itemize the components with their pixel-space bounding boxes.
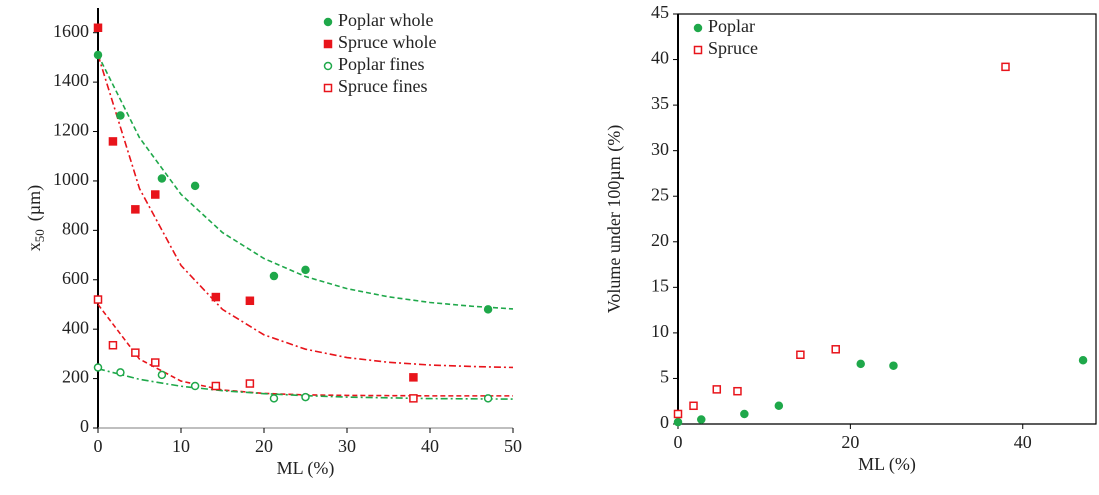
y-tick-label: 400 [62, 317, 89, 337]
y-tick-label: 1200 [53, 120, 89, 140]
y-label-main: x [24, 242, 44, 251]
legend-marker [323, 83, 333, 93]
y-tick-label: 600 [62, 268, 89, 288]
marker [190, 381, 200, 391]
marker [116, 111, 125, 120]
y-tick-label: 20 [651, 230, 669, 250]
legend-marker [323, 17, 333, 27]
marker [151, 358, 160, 367]
marker [245, 379, 255, 388]
y-tick-label: 35 [651, 93, 669, 113]
trendline [97, 367, 514, 400]
legend-marker [693, 45, 703, 55]
x-tick-label: 20 [841, 432, 859, 452]
trendline [97, 54, 514, 310]
x-tick-label: 50 [504, 436, 522, 456]
y-tick-label: 40 [651, 48, 669, 68]
marker [697, 415, 706, 424]
y-tick-label: 15 [651, 275, 669, 295]
marker [157, 370, 167, 380]
x-tick-label: 40 [421, 436, 439, 456]
marker [409, 373, 418, 382]
x-tick-label: 0 [674, 432, 683, 452]
marker [269, 271, 279, 281]
y-label-sub: 50 [32, 229, 47, 242]
marker [774, 401, 784, 411]
legend-label: Spruce [708, 38, 758, 58]
y-tick-label: 30 [651, 139, 669, 159]
legend-marker [323, 61, 333, 71]
legend-label: Spruce fines [338, 76, 427, 96]
legend-label: Poplar [708, 16, 755, 36]
marker [245, 296, 255, 306]
y-tick-label: 25 [651, 184, 669, 204]
marker [889, 361, 898, 370]
marker [689, 401, 698, 411]
y-tick-label: 0 [80, 416, 89, 436]
y-tick-label: 45 [651, 2, 669, 22]
y-axis-label: x50 (µm) [24, 185, 47, 251]
marker [108, 137, 118, 146]
y-axis-label: Volume under 100µm (%) [604, 125, 625, 314]
y-tick-label: 5 [660, 367, 669, 387]
x-axis-label: ML (%) [277, 458, 335, 479]
marker [796, 350, 805, 360]
marker [1078, 355, 1088, 365]
marker [483, 394, 493, 403]
x-tick-label: 30 [338, 436, 356, 456]
marker [151, 190, 160, 199]
x-tick-label: 0 [94, 436, 103, 456]
marker [301, 392, 310, 402]
legend-label: Poplar whole [338, 10, 433, 30]
marker [157, 174, 167, 183]
x-tick-label: 40 [1014, 432, 1032, 452]
marker [211, 292, 221, 302]
legend-marker [323, 39, 333, 49]
y-tick-label: 10 [651, 321, 669, 341]
y-tick-label: 1000 [53, 169, 89, 189]
marker [93, 363, 103, 372]
marker [856, 359, 865, 369]
marker [673, 417, 683, 427]
y-tick-label: 1600 [53, 21, 89, 41]
legend-label: Poplar fines [338, 54, 424, 74]
legend-label: Spruce whole [338, 32, 436, 52]
marker [409, 394, 418, 403]
marker [93, 50, 103, 60]
y-label-main: Volume under 100µm (%) [604, 125, 625, 314]
y-label-unit: (µm) [24, 185, 45, 221]
y-tick-label: 0 [660, 412, 669, 432]
marker [831, 345, 840, 354]
trendline [97, 54, 514, 369]
marker [211, 381, 221, 391]
marker [1001, 62, 1010, 72]
marker [740, 409, 749, 419]
marker [93, 23, 103, 33]
marker [108, 340, 118, 350]
marker [733, 386, 742, 396]
marker [712, 385, 722, 394]
marker [483, 305, 493, 314]
x-tick-label: 10 [172, 436, 190, 456]
plot-frame [677, 13, 1097, 425]
x-axis-label: ML (%) [858, 454, 916, 475]
y-tick-label: 200 [62, 367, 89, 387]
marker [301, 265, 310, 275]
marker [131, 205, 140, 214]
marker [131, 348, 140, 357]
marker [116, 368, 125, 377]
y-tick-label: 1400 [53, 70, 89, 90]
marker [673, 409, 683, 419]
marker [190, 181, 200, 191]
marker [269, 394, 279, 403]
legend-marker [693, 23, 703, 33]
y-tick-label: 800 [62, 218, 89, 238]
marker [93, 295, 103, 304]
x-tick-label: 20 [255, 436, 273, 456]
